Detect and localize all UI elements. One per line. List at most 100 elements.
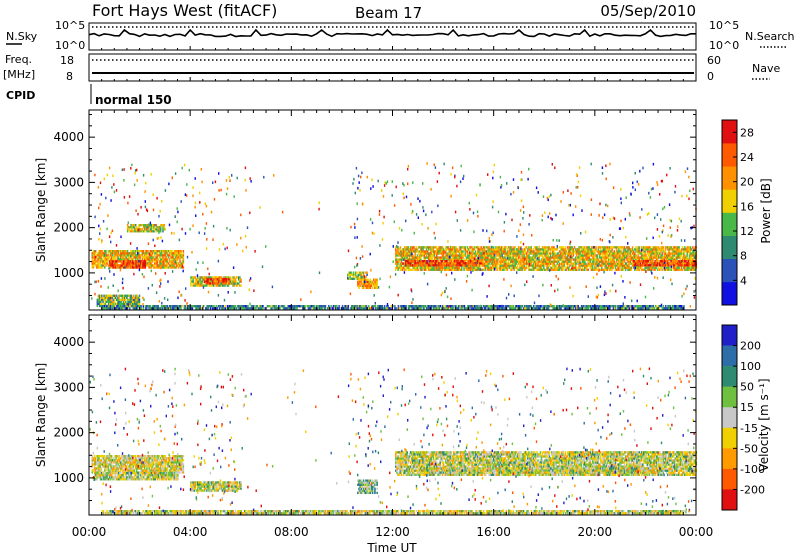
echo-cell <box>165 262 168 265</box>
nsky-right-tick-top: 10^5 <box>709 19 739 32</box>
echo-cell <box>672 262 675 265</box>
echo-cell <box>628 260 630 263</box>
echo-cell <box>419 305 421 308</box>
echo-cell <box>680 268 683 271</box>
echo-cell <box>504 246 506 249</box>
echo-cell <box>433 262 436 265</box>
echo-cell <box>403 307 405 310</box>
echo-cell <box>517 256 520 259</box>
echo-cell <box>556 307 559 310</box>
nsky-time-ticks <box>88 46 697 50</box>
echo-cell <box>192 278 194 281</box>
echo-cell <box>667 266 669 269</box>
echo-cell <box>540 260 543 263</box>
echo-cell <box>421 252 423 255</box>
echo-cell <box>438 260 440 263</box>
echo-cell <box>492 248 495 251</box>
echo-cell <box>394 307 396 310</box>
echo-cell <box>148 230 151 233</box>
echo-cell <box>423 258 426 261</box>
echo-cell <box>449 260 452 263</box>
echo-cell <box>399 258 402 261</box>
echo-cell <box>109 250 112 253</box>
echo-cell <box>623 264 626 267</box>
echo-cell <box>164 264 166 267</box>
echo-cell <box>462 305 464 308</box>
echo-cell <box>199 278 201 281</box>
echo-cell <box>302 305 304 308</box>
echo-cell <box>406 246 408 249</box>
echo-cell <box>192 276 194 279</box>
echo-cell <box>458 248 461 251</box>
echo-cell <box>605 246 608 249</box>
echo-cell <box>473 264 476 267</box>
echo-cell <box>107 256 110 259</box>
echo-cell <box>548 246 551 249</box>
echo-cell <box>361 286 364 290</box>
echo-cell <box>233 278 235 281</box>
echo-cell <box>409 258 412 261</box>
echo-cell <box>399 248 402 251</box>
echo-cell <box>102 298 104 302</box>
echo-cell <box>201 280 204 283</box>
echo-cell <box>455 264 457 267</box>
echo-cell <box>512 262 514 265</box>
echo-cell <box>516 264 519 267</box>
echo-cell <box>615 250 618 253</box>
echo-cell <box>512 266 514 269</box>
echo-cell <box>118 250 121 253</box>
echo-cell <box>679 262 681 265</box>
echo-cell <box>144 266 147 269</box>
echo-cell <box>143 262 145 265</box>
echo-cell <box>408 264 411 267</box>
echo-cell <box>551 252 553 255</box>
echo-cell <box>647 266 650 269</box>
echo-cell <box>519 264 521 267</box>
echo-cell <box>473 246 476 249</box>
echo-cell <box>101 264 104 267</box>
echo-cell <box>155 305 157 308</box>
echo-cell <box>603 256 605 259</box>
echo-cell <box>143 256 146 259</box>
echo-cell <box>602 262 604 265</box>
echo-cell <box>494 262 496 265</box>
echo-cell <box>214 282 216 285</box>
echo-cell <box>514 250 517 253</box>
echo-cell <box>230 280 232 283</box>
echo-cell <box>593 307 595 310</box>
echo-cell <box>111 294 113 297</box>
echo-cell <box>677 246 679 249</box>
echo-cell <box>655 248 658 251</box>
echo-cell <box>420 268 422 271</box>
echo-cell <box>422 252 424 255</box>
echo-cell <box>427 307 429 310</box>
echo-cell <box>154 250 156 253</box>
echo-cell <box>656 268 659 271</box>
echo-cell <box>153 264 155 267</box>
echo-cell <box>595 248 597 251</box>
echo-cell <box>436 307 438 310</box>
echo-cell <box>150 252 153 255</box>
echo-cell <box>117 254 120 257</box>
echo-cell <box>664 264 667 267</box>
echo-cell <box>587 258 589 261</box>
echo-cell <box>455 248 457 251</box>
echo-cell <box>504 266 506 269</box>
echo-cell <box>536 268 538 271</box>
echo-cell <box>686 266 688 269</box>
echo-cell <box>166 254 169 257</box>
echo-cell <box>612 260 614 263</box>
echo-cell <box>553 260 555 263</box>
echo-cell <box>441 256 444 259</box>
echo-cell <box>182 266 185 269</box>
echo-cell <box>614 256 617 259</box>
echo-cell <box>482 246 485 249</box>
echo-cell <box>367 284 369 288</box>
echo-cell <box>472 252 474 255</box>
echo-cell <box>429 256 431 259</box>
echo-cell <box>660 258 662 261</box>
echo-cell <box>471 246 473 249</box>
echo-cell <box>644 264 646 267</box>
echo-cell <box>163 260 165 263</box>
echo-cell <box>134 254 137 257</box>
